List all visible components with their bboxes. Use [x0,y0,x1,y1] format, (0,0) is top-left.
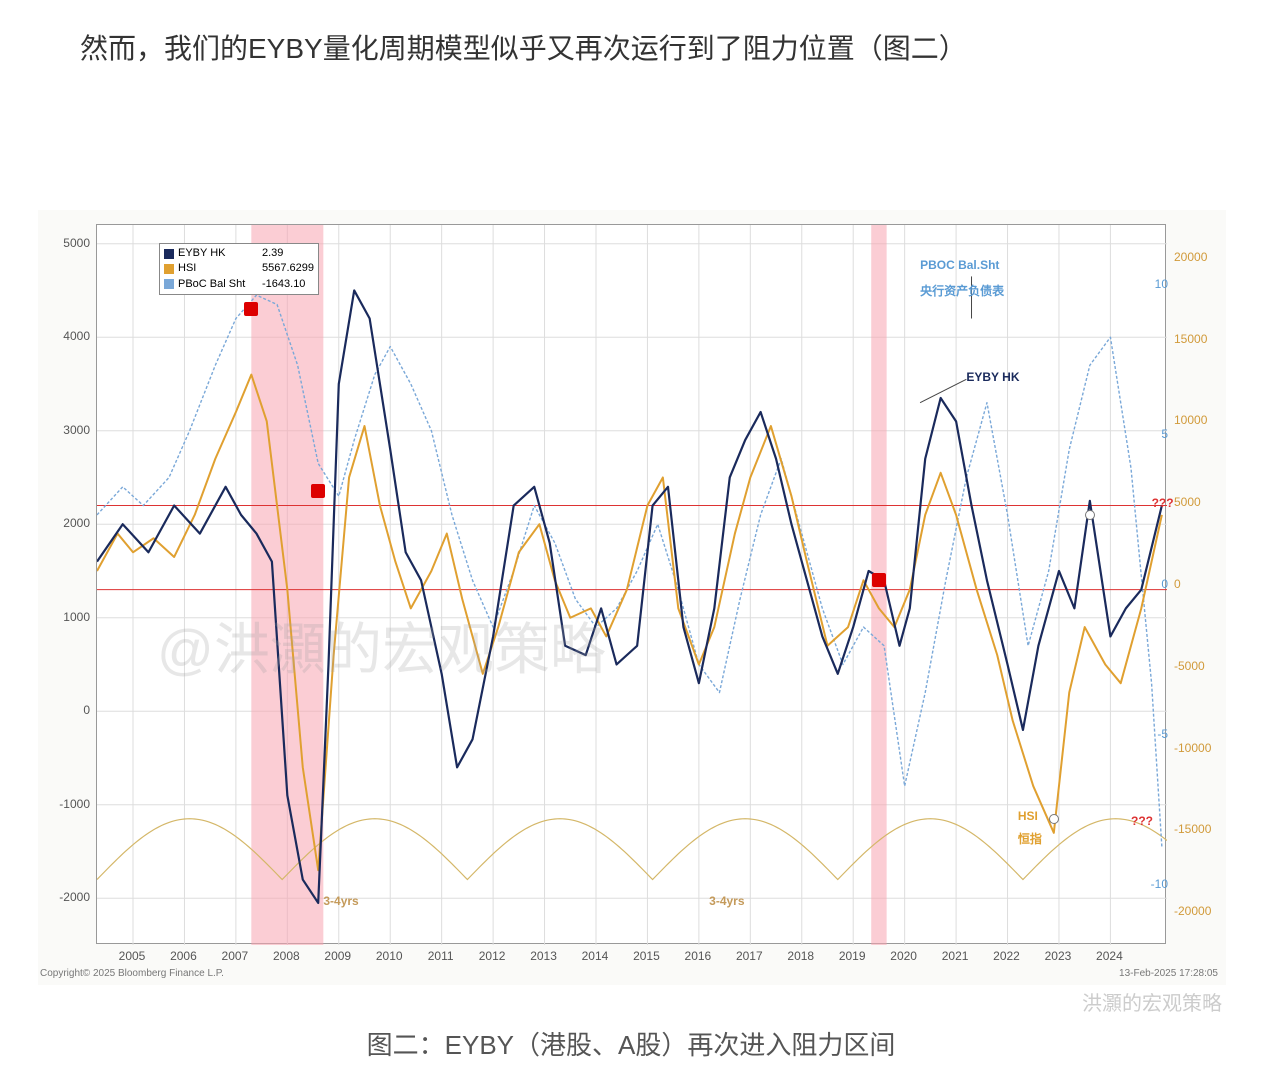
y-right-inner-tick: -10 [1136,877,1168,891]
annot-hsi-en: HSI [1018,809,1038,823]
y-left-tick: -1000 [38,797,90,811]
x-tick: 2018 [787,949,814,963]
y-right-tick: 0 [1174,577,1226,591]
annot-eyby: EYBY HK [966,370,1019,384]
annot-pboc-en: PBOC Bal.Sht [920,258,999,272]
y-right-tick: -20000 [1174,904,1226,918]
y-right-inner-tick: -5 [1136,727,1168,741]
x-tick: 2012 [479,949,506,963]
y-left-tick: 1000 [38,610,90,624]
watermark-small: 洪灝的宏观策略 [1082,987,1222,1016]
y-right-tick: -10000 [1174,741,1226,755]
red-marker [244,302,258,316]
legend-item: HSI5567.6299 [164,261,314,276]
y-right-tick: -5000 [1174,659,1226,673]
y-left-tick: 3000 [38,423,90,437]
x-tick: 2006 [170,949,197,963]
y-left-tick: 5000 [38,236,90,250]
annot-cycle2: 3-4yrs [709,894,744,908]
red-marker [872,573,886,587]
x-tick: 2017 [736,949,763,963]
open-circle-marker [1085,510,1095,520]
y-left-tick: 2000 [38,516,90,530]
figure-caption: 图二：EYBY（港股、A股）再次进入阻力区间 [0,1025,1262,1062]
x-tick: 2005 [119,949,146,963]
watermark: @洪灝的宏观策略 [157,605,606,686]
legend-item: EYBY HK2.39 [164,246,314,261]
y-right-inner-tick: 0 [1136,577,1168,591]
x-tick: 2010 [376,949,403,963]
x-tick: 2019 [839,949,866,963]
x-tick: 2022 [993,949,1020,963]
x-tick: 2009 [324,949,351,963]
x-tick: 2011 [428,949,454,963]
y-right-tick: 5000 [1174,495,1226,509]
legend: EYBY HK2.39HSI5567.6299PBoC Bal Sht-1643… [159,243,319,295]
header-text: 然而，我们的EYBY量化周期模型似乎又再次运行到了阻力位置（图二） [80,24,1202,74]
y-right-tick: 15000 [1174,332,1226,346]
plot-area: EYBY HK2.39HSI5567.6299PBoC Bal Sht-1643… [96,224,1166,944]
y-left-tick: 4000 [38,329,90,343]
open-circle-marker [1049,814,1059,824]
y-right-inner-tick: 10 [1136,277,1168,291]
annot-pboc-cn: 央行资产负债表 [920,282,1004,299]
x-tick: 2020 [890,949,917,963]
y-right-tick: 10000 [1174,413,1226,427]
y-left-tick: -2000 [38,890,90,904]
x-tick: 2007 [222,949,249,963]
datestamp: 13-Feb-2025 17:28:05 [1119,968,1218,979]
x-tick: 2016 [685,949,712,963]
x-tick: 2008 [273,949,300,963]
legend-item: PBoC Bal Sht-1643.10 [164,277,314,292]
y-right-tick: -15000 [1174,822,1226,836]
annot-q1: ??? [1152,496,1174,510]
chart-svg [97,225,1167,945]
x-tick: 2013 [530,949,557,963]
y-right-tick: 20000 [1174,250,1226,264]
copyright: Copyright© 2025 Bloomberg Finance L.P. [40,968,224,979]
x-tick: 2024 [1096,949,1123,963]
x-tick: 2023 [1045,949,1072,963]
annot-q2: ??? [1131,814,1153,828]
y-left-tick: 0 [38,703,90,717]
chart-container: EYBY HK2.39HSI5567.6299PBoC Bal Sht-1643… [38,210,1226,985]
red-marker [311,484,325,498]
y-right-inner-tick: 5 [1136,427,1168,441]
x-tick: 2015 [633,949,660,963]
annot-cycle1: 3-4yrs [323,894,358,908]
annot-hsi-cn: 恒指 [1018,830,1042,847]
x-tick: 2021 [942,949,969,963]
x-tick: 2014 [582,949,609,963]
